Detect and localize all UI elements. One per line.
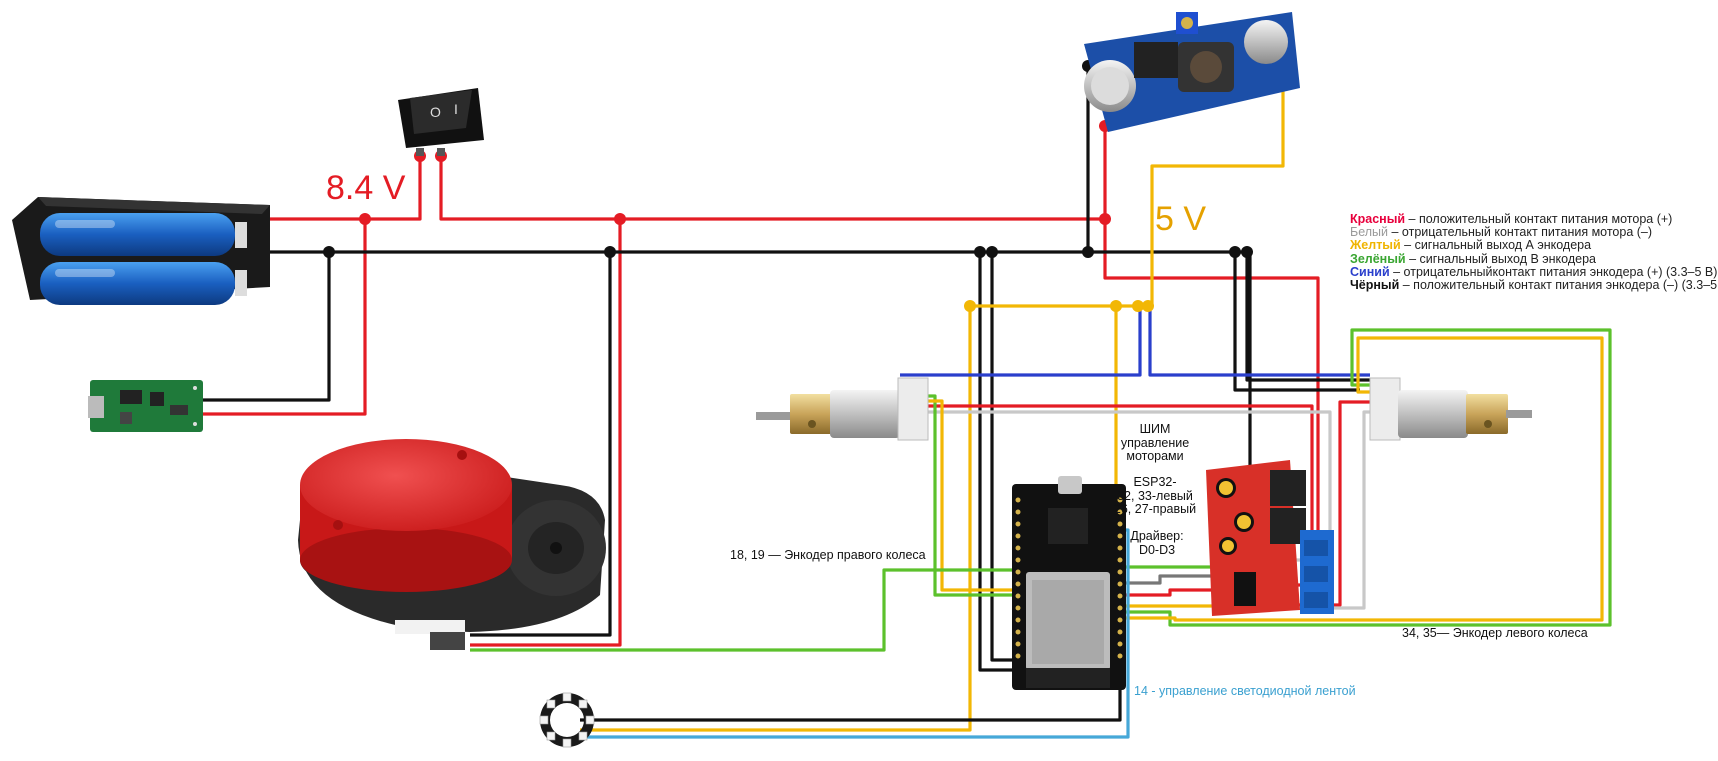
lightblue-wire-led [580, 528, 1130, 739]
legend-text: – сигнальный выход А энкодера [1400, 238, 1592, 253]
legend-row: Белый – отрицательный контакт питания мо… [1350, 226, 1718, 239]
black-wire-right-motor [1233, 252, 1360, 392]
blue-wire-right [1148, 306, 1370, 377]
legend-color-name: Желтый [1350, 238, 1401, 253]
black-wire-esp1 [978, 252, 1020, 672]
legend-row: Красный – положительный контакт питания … [1350, 212, 1718, 226]
red-wire-lidar [470, 219, 622, 647]
legend-row: Зелёный – сигнальный выход В энкодера [1350, 251, 1718, 266]
yellow-wire-led [580, 306, 972, 732]
green-wire-right-enc [925, 394, 1020, 597]
black-wire-left-motor [1245, 252, 1370, 382]
voltage-label-5v: 5 V [1155, 200, 1207, 238]
lidar-icon [298, 439, 606, 650]
pwm-label: ШИМ управление моторами [1120, 422, 1190, 463]
legend-text: – отрицательный контакт питания мотора (… [1388, 225, 1653, 240]
wire-color-legend: Красный – положительный контакт питания … [1350, 212, 1718, 293]
right-motor-icon [1369, 377, 1532, 441]
buck-converter-icon [1084, 12, 1300, 132]
green-wire-lidar [470, 568, 1020, 652]
red-wire-switch-out [439, 156, 1105, 221]
esp32-board-icon [1012, 476, 1126, 690]
charger-board-icon [88, 380, 203, 432]
led-control-label: 14 - управление светодиодной лентой [1134, 684, 1356, 698]
legend-text: – положительный контакт питания энкодера… [1399, 278, 1718, 293]
right-encoder-label: 18, 19 — Энкодер правого колеса [730, 548, 926, 562]
legend-color-name: Красный [1350, 212, 1406, 226]
legend-row: Желтый – сигнальный выход А энкодера [1350, 239, 1718, 252]
left-motor-icon [756, 377, 929, 441]
legend-color-name: Чёрный [1350, 278, 1400, 293]
black-wire-lidar [470, 252, 612, 637]
legend-text: – положительный контакт питания мотора (… [1405, 212, 1673, 226]
legend-row: Чёрный – положительный контакт питания э… [1350, 278, 1718, 293]
red-wire-main [253, 156, 422, 221]
esp-pins-label: ESP32- 32, 33-левый 26, 27-правый [1113, 475, 1197, 516]
svg-text:O: O [430, 104, 441, 120]
left-encoder-label: 34, 35— Энкодер левого колеса [1402, 626, 1588, 640]
motor-driver-icon [1206, 460, 1334, 616]
blue-wire-left [900, 306, 1142, 377]
yellow-wire-left-enc [1125, 336, 1604, 622]
legend-text: – сигнальный выход В энкодера [1405, 251, 1596, 266]
green-wire-left-enc [1125, 328, 1612, 627]
legend-row: Синий – отрицательныйконтакт питания энк… [1350, 264, 1718, 279]
black-wire-charger [203, 252, 331, 402]
red-wire-charger [203, 219, 367, 416]
legend-text: – отрицательныйконтакт питания энкодера … [1389, 264, 1718, 279]
legend-color-name: Зелёный [1350, 251, 1406, 266]
battery-holder-icon [12, 197, 270, 305]
voltage-label-8v4: 8.4 V [326, 169, 406, 207]
legend-color-name: Синий [1350, 264, 1390, 279]
yellow-wire-right-enc [925, 399, 1020, 592]
svg-text:I: I [454, 101, 458, 117]
legend-color-name: Белый [1350, 225, 1389, 240]
rocker-switch-icon: O I [398, 88, 484, 156]
yellow-wire-buck [1150, 84, 1285, 306]
grey-wire-driver [1125, 574, 1212, 585]
black-wire-esp2 [990, 252, 1020, 662]
driver-label: Драйвер: D0-D3 [1130, 529, 1184, 557]
led-ring-icon [539, 692, 595, 748]
red-wire-esp-driver [1125, 588, 1212, 597]
